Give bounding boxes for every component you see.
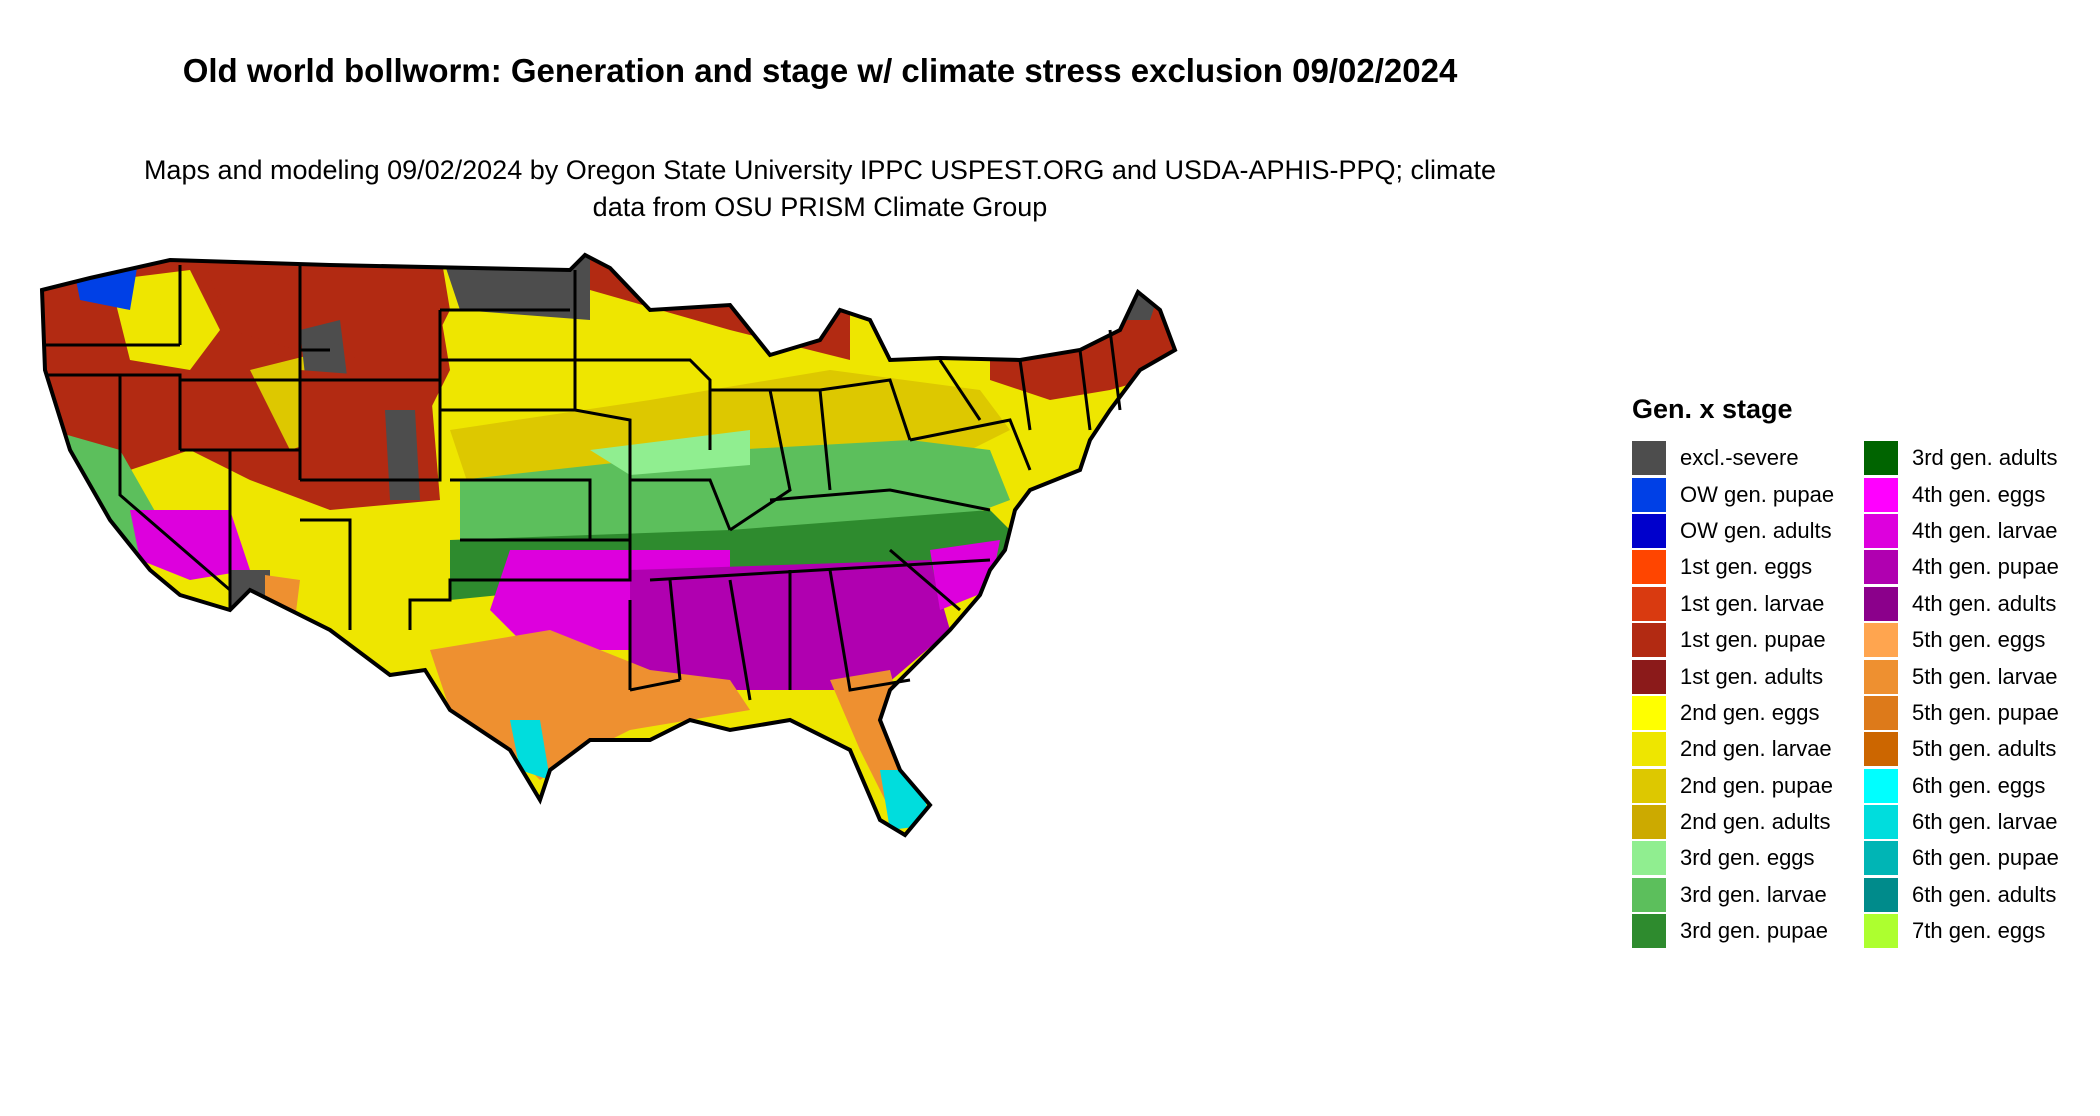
legend-label: OW gen. pupae bbox=[1680, 481, 1835, 507]
legend-swatch bbox=[1632, 659, 1666, 694]
legend-item: 2nd gen. pupae bbox=[1632, 768, 1834, 804]
legend-swatch bbox=[1864, 877, 1898, 912]
legend-swatch bbox=[1864, 623, 1898, 658]
legend-item: 3rd gen. eggs bbox=[1632, 840, 1834, 876]
legend-swatch bbox=[1864, 586, 1898, 621]
legend-swatch bbox=[1864, 841, 1898, 876]
legend-label: 1st gen. pupae bbox=[1680, 627, 1826, 653]
legend-label: 6th gen. larvae bbox=[1912, 809, 2058, 835]
legend-swatch bbox=[1632, 805, 1666, 840]
legend: Gen. x stage excl.-severe OW gen. pupae OW… bbox=[1632, 394, 2092, 974]
legend-label: 3rd gen. pupae bbox=[1680, 918, 1829, 944]
legend-label: 1st gen. adults bbox=[1680, 663, 1824, 689]
legend-swatch bbox=[1864, 477, 1898, 512]
legend-label: 7th gen. eggs bbox=[1912, 918, 2046, 944]
legend-item: 5th gen. larvae bbox=[1864, 658, 2059, 694]
legend-item: 1st gen. adults bbox=[1632, 658, 1834, 694]
legend-label: 5th gen. adults bbox=[1912, 736, 2057, 762]
state-boundaries bbox=[39, 252, 1178, 838]
legend-item: 5th gen. eggs bbox=[1864, 622, 2059, 658]
legend-item: 1st gen. larvae bbox=[1632, 586, 1834, 622]
legend-label: 2nd gen. pupae bbox=[1680, 772, 1833, 798]
legend-swatch bbox=[1864, 441, 1898, 476]
legend-swatch bbox=[1632, 550, 1666, 585]
legend-swatch bbox=[1632, 513, 1666, 548]
legend-item: 5th gen. adults bbox=[1864, 731, 2059, 767]
legend-swatch bbox=[1632, 441, 1666, 476]
legend-swatch bbox=[1864, 732, 1898, 767]
legend-label: 3rd gen. larvae bbox=[1680, 881, 1827, 907]
legend-label: 2nd gen. adults bbox=[1680, 809, 1831, 835]
legend-label: 1st gen. larvae bbox=[1680, 590, 1825, 616]
legend-label: 1st gen. eggs bbox=[1680, 554, 1813, 580]
legend-column-1: excl.-severe OW gen. pupae OW gen. adults 1… bbox=[1632, 440, 1834, 949]
legend-item: 6th gen. larvae bbox=[1864, 804, 2059, 840]
legend-item: 7th gen. eggs bbox=[1864, 913, 2059, 949]
us-map bbox=[30, 250, 1610, 1100]
legend-item: OW gen. pupae bbox=[1632, 476, 1834, 512]
legend-column-2: 3rd gen. adults 4th gen. eggs 4th gen. lar… bbox=[1864, 440, 2059, 949]
region-southwest-4th-gen bbox=[130, 510, 250, 580]
region-colorado-excluded bbox=[385, 410, 420, 500]
legend-swatch bbox=[1632, 623, 1666, 658]
legend-label: 5th gen. eggs bbox=[1912, 627, 2046, 653]
legend-swatch bbox=[1632, 841, 1666, 876]
legend-swatch bbox=[1864, 513, 1898, 548]
legend-item: 5th gen. pupae bbox=[1864, 695, 2059, 731]
us-map-canvas bbox=[39, 252, 1178, 838]
legend-swatch bbox=[1864, 550, 1898, 585]
legend-item: 3rd gen. pupae bbox=[1632, 913, 1834, 949]
legend-label: 2nd gen. eggs bbox=[1680, 699, 1820, 725]
legend-swatch bbox=[1864, 695, 1898, 730]
legend-item: 4th gen. adults bbox=[1864, 586, 2059, 622]
legend-item: 1st gen. pupae bbox=[1632, 622, 1834, 658]
legend-item: 1st gen. eggs bbox=[1632, 549, 1834, 585]
legend-item: 4th gen. larvae bbox=[1864, 513, 2059, 549]
legend-label: 2nd gen. larvae bbox=[1680, 736, 1832, 762]
legend-item: excl.-severe bbox=[1632, 440, 1834, 476]
map-title: Old world bollworm: Generation and stage… bbox=[182, 52, 1458, 89]
legend-label: 5th gen. larvae bbox=[1912, 663, 2058, 689]
legend-item: 3rd gen. adults bbox=[1864, 440, 2059, 476]
legend-label: 6th gen. eggs bbox=[1912, 772, 2046, 798]
legend-item: 4th gen. eggs bbox=[1864, 476, 2059, 512]
legend-label: 4th gen. larvae bbox=[1912, 517, 2058, 543]
legend-swatch bbox=[1864, 659, 1898, 694]
legend-swatch bbox=[1864, 914, 1898, 949]
legend-item: OW gen. adults bbox=[1632, 513, 1834, 549]
legend-label: 4th gen. adults bbox=[1912, 590, 2057, 616]
legend-swatch bbox=[1632, 877, 1666, 912]
legend-swatch bbox=[1632, 477, 1666, 512]
legend-label: 3rd gen. eggs bbox=[1680, 845, 1815, 871]
legend-label: 5th gen. pupae bbox=[1912, 699, 2059, 725]
legend-item: 6th gen. pupae bbox=[1864, 840, 2059, 876]
legend-label: OW gen. adults bbox=[1680, 517, 1832, 543]
legend-swatch bbox=[1632, 914, 1666, 949]
legend-label: excl.-severe bbox=[1680, 445, 1799, 471]
legend-label: 4th gen. eggs bbox=[1912, 481, 2046, 507]
legend-label: 6th gen. pupae bbox=[1912, 845, 2059, 871]
legend-label: 4th gen. pupae bbox=[1912, 554, 2059, 580]
legend-item: 2nd gen. eggs bbox=[1632, 695, 1834, 731]
legend-item: 2nd gen. larvae bbox=[1632, 731, 1834, 767]
legend-swatch bbox=[1864, 805, 1898, 840]
legend-label: 6th gen. adults bbox=[1912, 881, 2057, 907]
legend-item: 2nd gen. adults bbox=[1632, 804, 1834, 840]
legend-title: Gen. x stage bbox=[1632, 394, 1793, 424]
legend-swatch bbox=[1632, 732, 1666, 767]
legend-swatch bbox=[1632, 586, 1666, 621]
legend-item: 4th gen. pupae bbox=[1864, 549, 2059, 585]
legend-item: 6th gen. eggs bbox=[1864, 768, 2059, 804]
legend-label: 3rd gen. adults bbox=[1912, 445, 2058, 471]
legend-swatch bbox=[1864, 768, 1898, 803]
region-montana-1st-gen bbox=[200, 255, 450, 360]
legend-item: 6th gen. adults bbox=[1864, 877, 2059, 913]
legend-item: 3rd gen. larvae bbox=[1632, 877, 1834, 913]
legend-swatch bbox=[1632, 695, 1666, 730]
region-texas-5th-gen bbox=[430, 630, 750, 780]
legend-swatch bbox=[1632, 768, 1666, 803]
map-subtitle: Maps and modeling 09/02/2024 by Oregon S… bbox=[143, 155, 1497, 222]
